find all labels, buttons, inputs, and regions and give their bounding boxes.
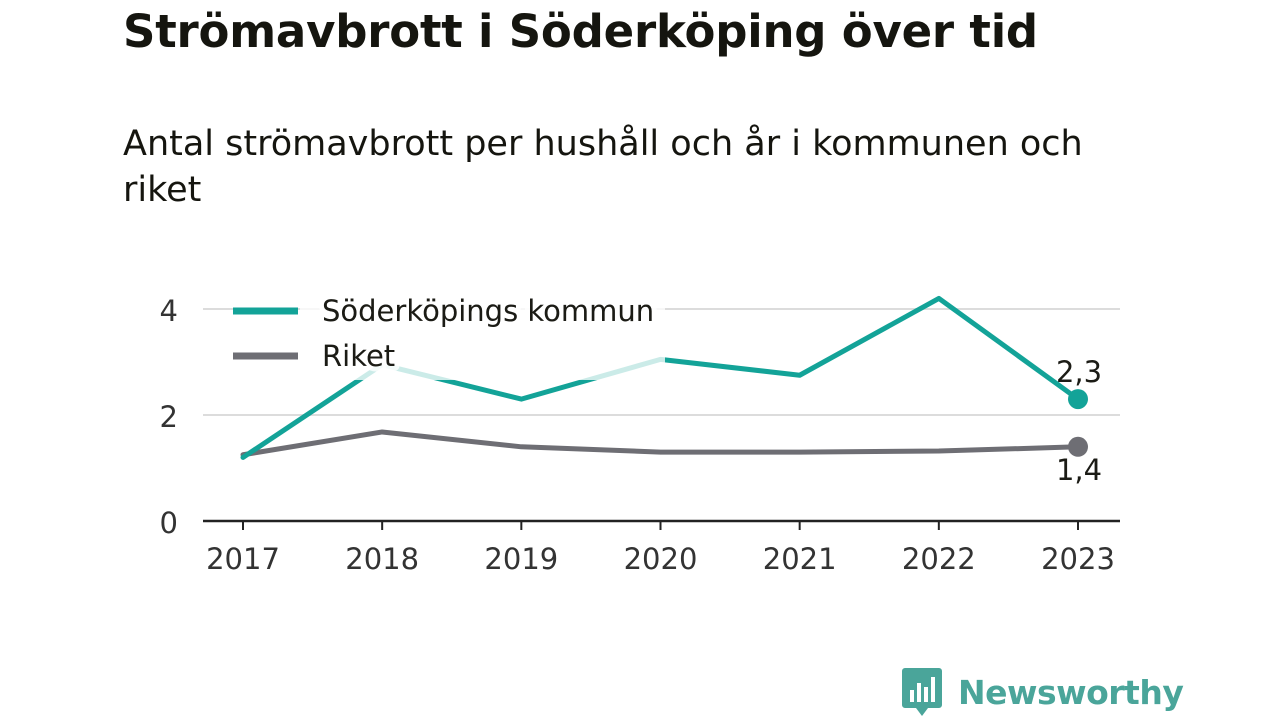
chart-subtitle: Antal strömavbrott per hushåll och år i … xyxy=(123,124,1083,210)
x-tick-label: 2017 xyxy=(206,542,280,576)
legend-label-text-soderkoping: Söderköpings kommun xyxy=(322,294,654,328)
x-tick-label: 2019 xyxy=(484,542,558,576)
y-tick-label: 2 xyxy=(160,400,178,434)
y-tick-label: 0 xyxy=(160,506,178,540)
newsworthy-logo: Newsworthy xyxy=(902,668,1184,716)
series-end-point-riket xyxy=(1068,436,1088,457)
x-tick-label: 2020 xyxy=(624,542,698,576)
end-value-label-riket: 1,4 xyxy=(1056,453,1102,487)
x-tick-label: 2021 xyxy=(763,542,837,576)
x-tick-label: 2023 xyxy=(1041,542,1115,576)
newsworthy-logo-icon xyxy=(902,668,942,716)
y-tick-label: 4 xyxy=(160,294,178,328)
legend-backdrop xyxy=(300,290,665,380)
end-value-label-soderkoping: 2,3 xyxy=(1056,355,1102,389)
series-end-point-soderkoping xyxy=(1068,389,1088,410)
newsworthy-logo-text: Newsworthy xyxy=(958,672,1184,712)
legend-label-text-riket: Riket xyxy=(322,339,395,373)
x-tick-label: 2022 xyxy=(902,542,976,576)
x-tick-label: 2018 xyxy=(345,542,419,576)
chart-title: Strömavbrott i Söderköping över tid xyxy=(123,5,1038,58)
series-line-riket xyxy=(240,429,1081,458)
